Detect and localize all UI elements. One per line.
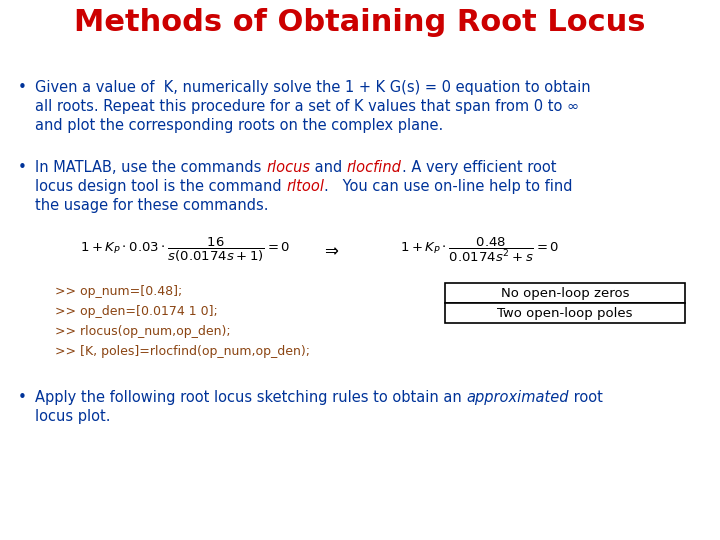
Bar [445, 283, 685, 303]
Text: >> [K, poles]=rlocfind(op_num,op_den);: >> [K, poles]=rlocfind(op_num,op_den); [55, 345, 310, 358]
Text: >> op_den=[0.0174 1 0];: >> op_den=[0.0174 1 0]; [55, 305, 217, 318]
Text: •: • [18, 390, 27, 405]
Text: rlocfind: rlocfind [347, 160, 402, 175]
Text: •: • [18, 80, 27, 95]
Text: >> op_num=[0.48];: >> op_num=[0.48]; [55, 285, 182, 298]
Text: .   You can use on-line help to find: . You can use on-line help to find [324, 179, 572, 194]
Text: >> rlocus(op_num,op_den);: >> rlocus(op_num,op_den); [55, 325, 230, 338]
Text: Apply the following root locus sketching rules to obtain an: Apply the following root locus sketching… [35, 390, 467, 405]
Text: $1+K_P \cdot \dfrac{0.48}{0.0174s^2+s}=0$: $1+K_P \cdot \dfrac{0.48}{0.0174s^2+s}=0… [400, 236, 559, 264]
Text: Methods of Obtaining Root Locus: Methods of Obtaining Root Locus [74, 8, 646, 37]
Text: and: and [310, 160, 347, 175]
Text: rltool: rltool [287, 179, 324, 194]
Text: $\Rightarrow$: $\Rightarrow$ [321, 241, 339, 259]
Text: and plot the corresponding roots on the complex plane.: and plot the corresponding roots on the … [35, 118, 444, 133]
Text: •: • [18, 160, 27, 175]
Text: locus plot.: locus plot. [35, 409, 110, 424]
Text: rlocus: rlocus [266, 160, 310, 175]
Text: Given a value of  K, numerically solve the 1 + K G(s) = 0 equation to obtain: Given a value of K, numerically solve th… [35, 80, 590, 95]
Text: approximated: approximated [467, 390, 569, 405]
Text: all roots. Repeat this procedure for a set of K values that span from 0 to ∞: all roots. Repeat this procedure for a s… [35, 99, 579, 114]
Text: In MATLAB, use the commands: In MATLAB, use the commands [35, 160, 266, 175]
Text: root: root [569, 390, 603, 405]
Bar [445, 303, 685, 323]
Text: locus design tool is the command: locus design tool is the command [35, 179, 287, 194]
Text: No open-loop zeros: No open-loop zeros [500, 287, 629, 300]
Text: . A very efficient root: . A very efficient root [402, 160, 557, 175]
Text: the usage for these commands.: the usage for these commands. [35, 198, 269, 213]
Text: Two open-loop poles: Two open-loop poles [498, 307, 633, 320]
Text: $1+K_P \cdot 0.03 \cdot \dfrac{16}{s(0.0174s+1)}=0$: $1+K_P \cdot 0.03 \cdot \dfrac{16}{s(0.0… [80, 236, 290, 264]
